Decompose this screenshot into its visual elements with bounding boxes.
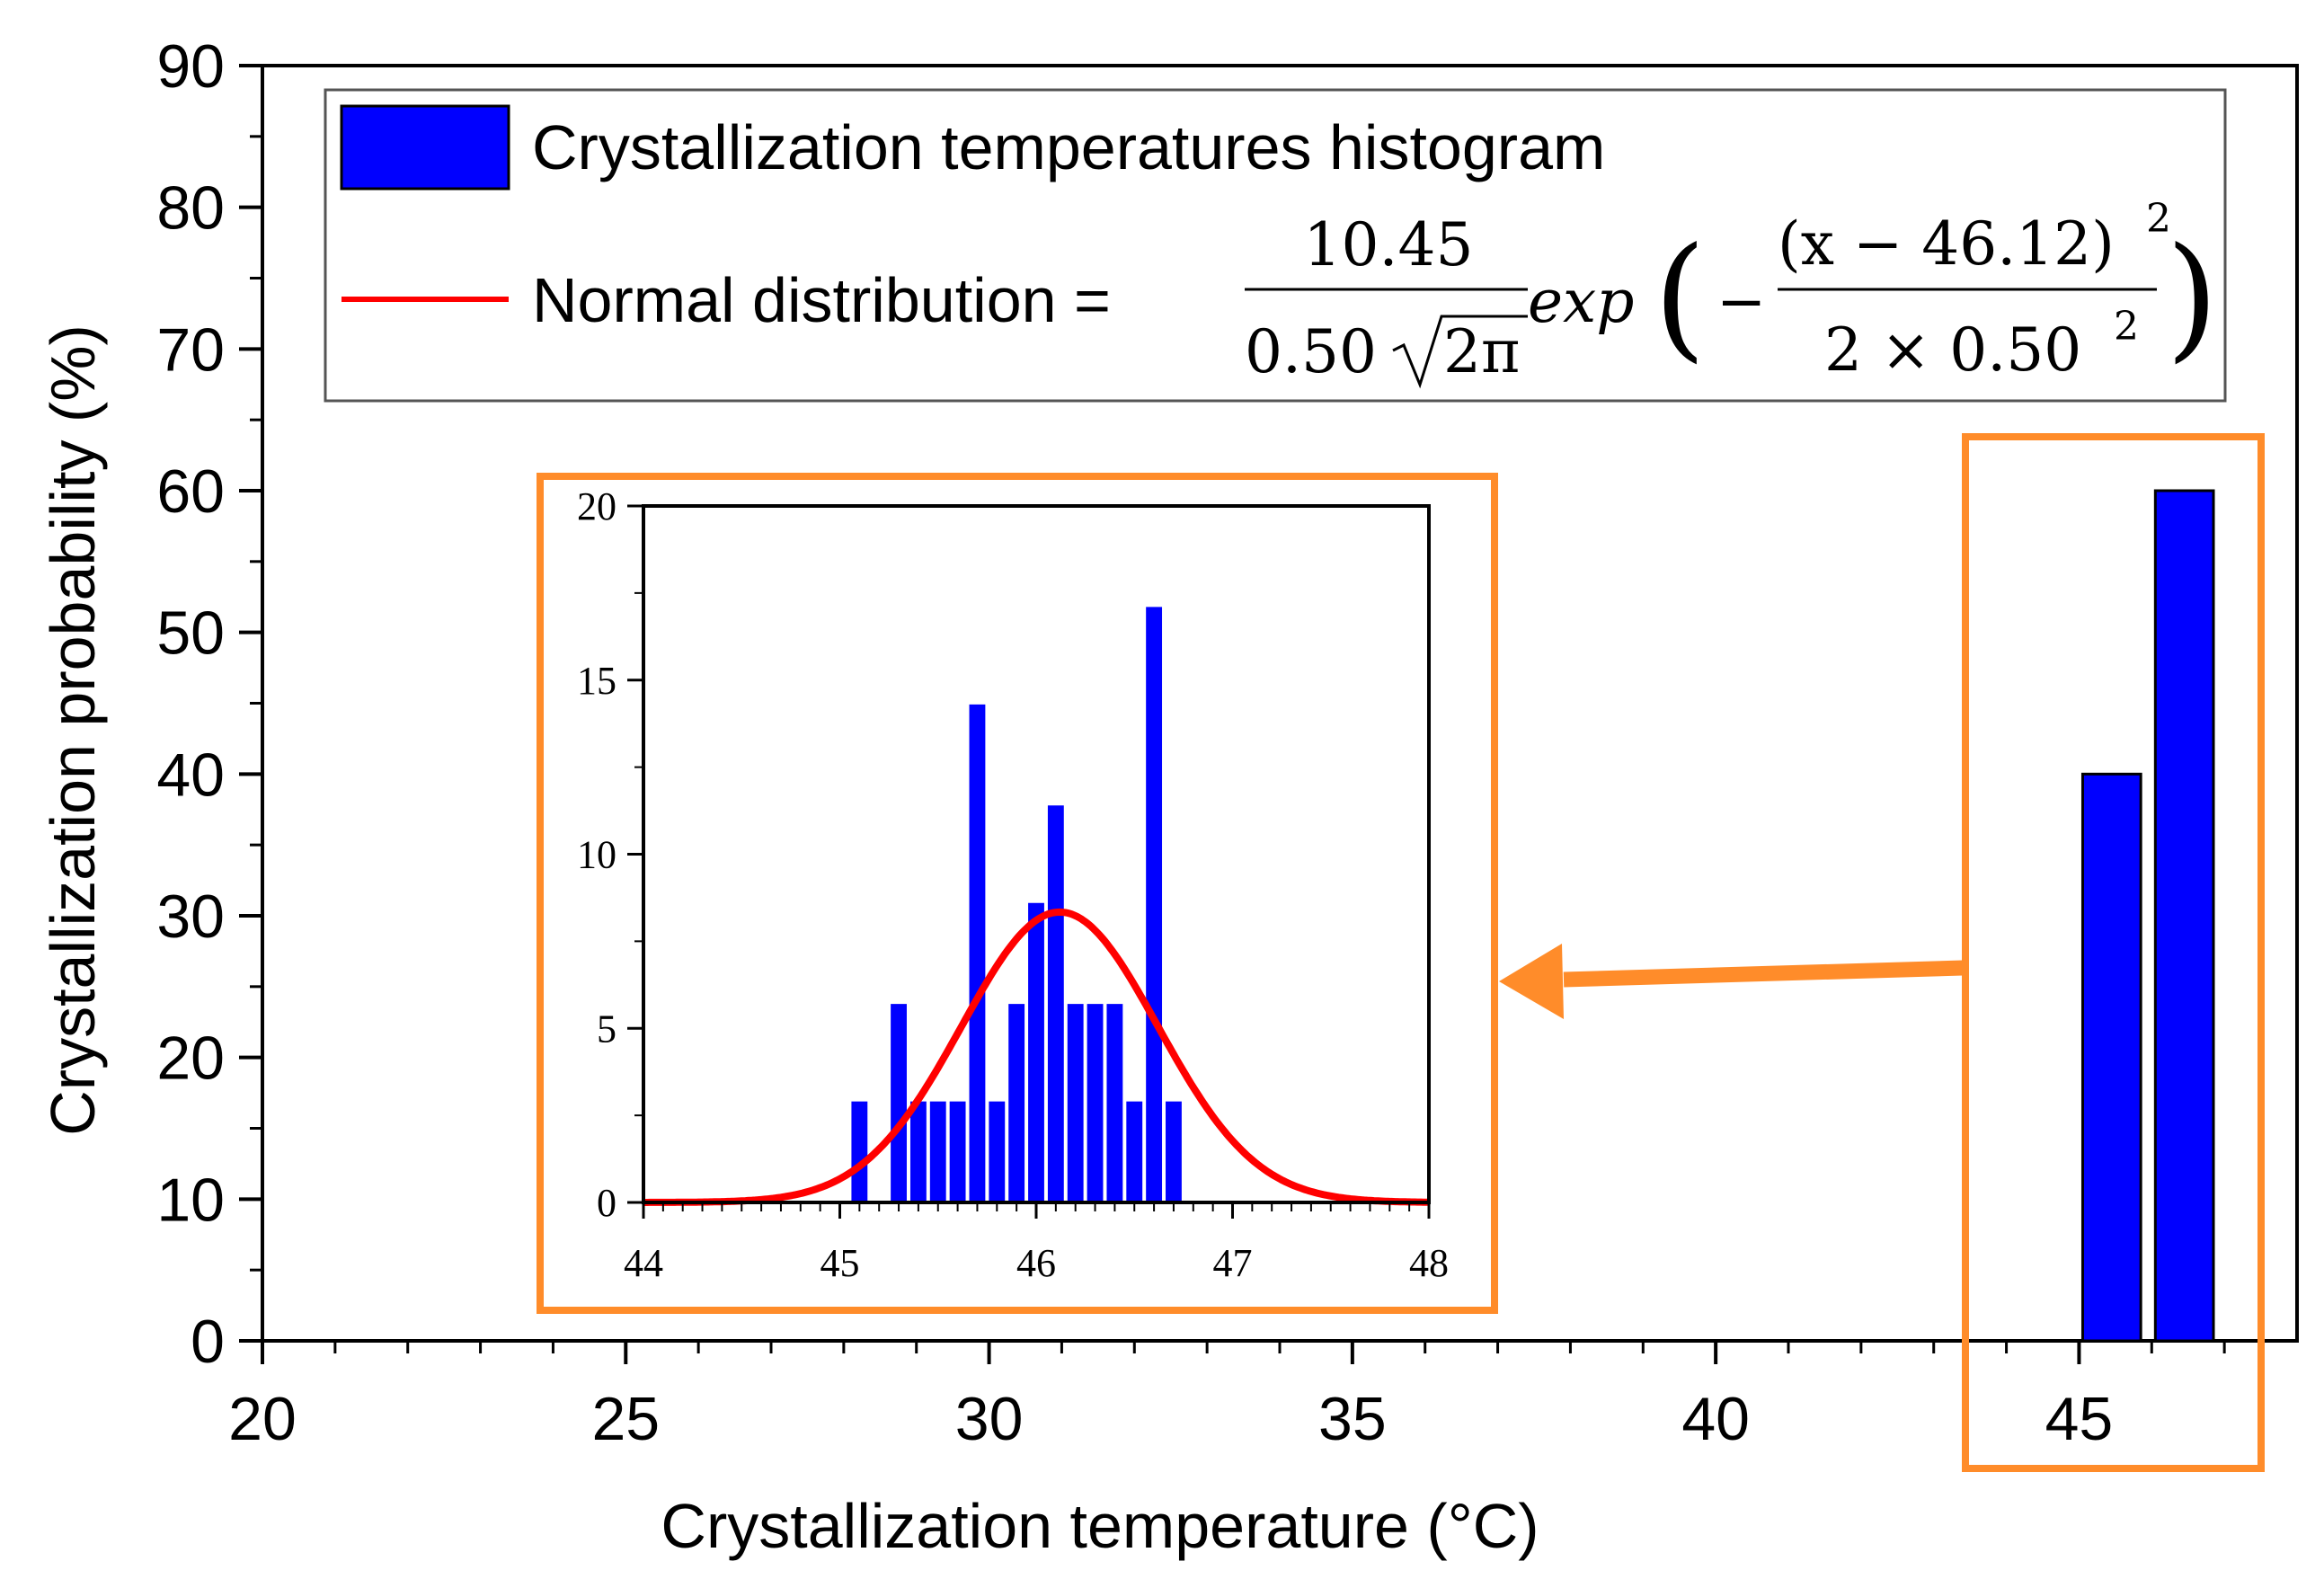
y-tick-label: 30: [156, 883, 225, 951]
x-tick-label: 30: [955, 1385, 1024, 1453]
formula-inner-numerator: (x − 46.12): [1778, 209, 2115, 279]
zoom-arrow-shaft: [1563, 960, 1964, 988]
legend-box: [324, 88, 2227, 403]
inset-y-tick-label: 0: [597, 1181, 616, 1225]
y-tick-label: 90: [156, 32, 225, 101]
inset-bar: [1106, 1004, 1123, 1202]
legend: Crystallization temperatures histogram No…: [324, 88, 2227, 403]
formula-sqrt-arg: 2π: [1443, 317, 1520, 386]
y-tick-label: 10: [156, 1166, 225, 1234]
inset-x-tick-label: 44: [624, 1241, 663, 1285]
formula-denominator-coef: 0.50: [1245, 317, 1377, 386]
formula-inner-numerator-exp: 2: [2146, 196, 2171, 242]
inset-y-tick-label: 10: [577, 833, 616, 877]
inset-bar: [851, 1101, 868, 1202]
formula-open-paren: (: [1654, 219, 1707, 376]
inset-bar: [1008, 1004, 1025, 1202]
legend-label-histogram: Crystallization temperatures histogram: [532, 112, 1605, 182]
inset-bar: [909, 1101, 927, 1202]
legend-label-normal: Normal distribution =: [532, 265, 1111, 335]
y-tick-label: 60: [156, 457, 225, 526]
inset-bar: [929, 1101, 946, 1202]
x-tick-label: 25: [591, 1385, 660, 1453]
main-bar: [2153, 489, 2215, 1343]
x-axis-label: Crystallization temperature (°C): [661, 1491, 1539, 1561]
y-tick-label: 40: [156, 741, 225, 809]
inset-bar: [969, 704, 986, 1202]
x-tick-label: 20: [228, 1385, 297, 1453]
main-bar: [2080, 772, 2142, 1343]
formula-minus: −: [1716, 267, 1766, 336]
inset-y-tick-label: 20: [577, 484, 616, 528]
inset-bar: [1087, 1004, 1104, 1202]
y-tick-label: 70: [156, 315, 225, 384]
y-tick-label: 50: [156, 599, 225, 668]
y-tick-label: 0: [191, 1308, 225, 1376]
formula-inner-denominator: 2 × 0.50: [1824, 315, 2081, 385]
inset-bar: [1028, 902, 1044, 1202]
inset-x-tick-label: 45: [820, 1241, 860, 1285]
inset-bar: [1126, 1101, 1143, 1202]
formula-numerator: 10.45: [1304, 210, 1474, 279]
normal-curve: [643, 908, 1429, 1206]
formula-close-paren: ): [2166, 219, 2219, 376]
inset-bar: [949, 1101, 966, 1202]
highlight-box: [1962, 433, 2265, 1472]
inset-bar: [1067, 1004, 1084, 1202]
inset-plot: 44 45 46 47 48 0 5 10 15 20: [537, 473, 1498, 1314]
annotations: [1499, 433, 2265, 1472]
x-tick-label: 40: [1681, 1385, 1750, 1453]
y-tick-label: 20: [156, 1025, 225, 1093]
x-tick-label: 45: [2045, 1385, 2114, 1453]
inset-bar: [1146, 607, 1163, 1202]
y-tick-label: 80: [156, 174, 225, 243]
inset-y-tick-label: 5: [597, 1007, 616, 1051]
y-axis-label: Crystallization probability (%): [38, 324, 108, 1136]
inset-bar: [1166, 1101, 1182, 1202]
inset-x-tick-label: 47: [1213, 1241, 1253, 1285]
zoom-arrow-head: [1499, 944, 1564, 1019]
inset-x-tick-label: 48: [1409, 1241, 1449, 1285]
legend-bar-swatch: [340, 104, 510, 191]
inset-bar: [891, 1004, 907, 1202]
inset-bar: [1047, 805, 1064, 1202]
formula-exp: exp: [1528, 267, 1635, 336]
inset-bar: [989, 1101, 1006, 1202]
formula-inner-denominator-exp: 2: [2114, 304, 2139, 350]
inset-x-tick-label: 46: [1016, 1241, 1056, 1285]
inset-y-tick-label: 15: [577, 659, 616, 703]
x-tick-label: 35: [1318, 1385, 1387, 1453]
formula-sqrt-sign: [1392, 315, 1528, 389]
